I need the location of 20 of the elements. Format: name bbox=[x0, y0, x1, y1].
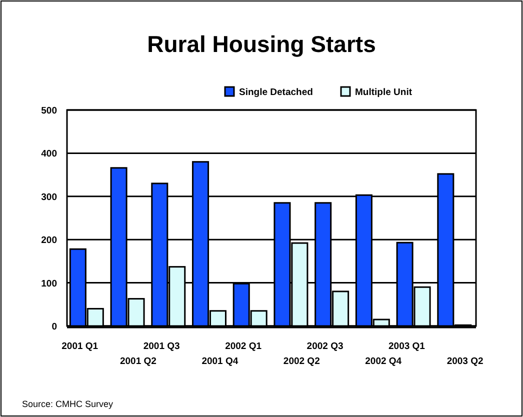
source-note: Source: CMHC Survey bbox=[22, 399, 114, 409]
legend-label: Single Detached bbox=[239, 87, 314, 98]
chart-title: Rural Housing Starts bbox=[147, 31, 376, 57]
x-tick-label: 2001 Q4 bbox=[202, 356, 239, 367]
x-tick-label: 2001 Q1 bbox=[62, 341, 99, 352]
y-tick-label: 100 bbox=[41, 278, 57, 290]
y-tick-label: 500 bbox=[41, 106, 57, 116]
y-tick-label: 400 bbox=[41, 148, 57, 160]
x-tick-label: 2001 Q3 bbox=[143, 341, 180, 352]
x-tick-label: 2003 Q2 bbox=[446, 356, 484, 367]
x-tick-label: 2003 Q1 bbox=[388, 341, 426, 352]
x-tick-label: 2002 Q3 bbox=[306, 341, 344, 352]
legend-label: Multiple Unit bbox=[355, 87, 413, 98]
x-tick-label: 2001 Q2 bbox=[120, 356, 156, 367]
y-tick-label: 300 bbox=[41, 192, 57, 203]
y-tick-label: 0 bbox=[52, 322, 57, 332]
x-tick-label: 2002 Q4 bbox=[365, 356, 402, 367]
x-tick-label: 2002 Q1 bbox=[225, 341, 262, 352]
x-tick-label: 2002 Q2 bbox=[283, 356, 320, 367]
y-tick-label: 200 bbox=[41, 235, 57, 246]
